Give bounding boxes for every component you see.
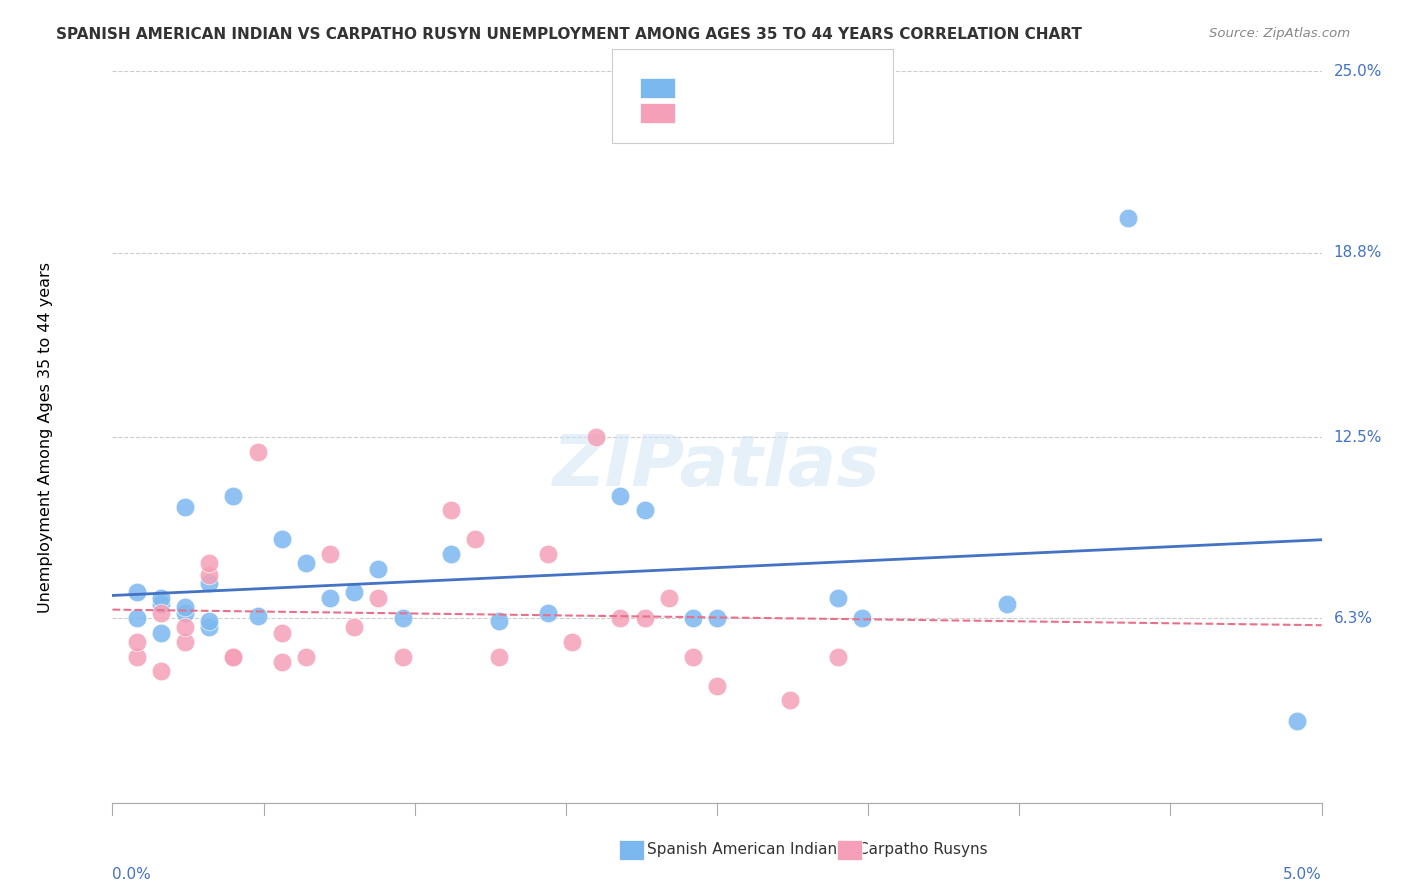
Point (537, 606, 560, 620)
Point (174, 599, 197, 614)
Point (537, 547, 560, 561)
Point (149, 597, 172, 611)
Point (440, 503, 463, 517)
Point (198, 615, 221, 629)
Point (149, 664, 172, 678)
Point (270, 626, 292, 640)
Text: 5.0%: 5.0% (1282, 867, 1322, 882)
Point (343, 585, 366, 599)
Point (633, 611, 655, 625)
Point (319, 547, 342, 561)
Point (270, 656, 292, 670)
Point (609, 489, 631, 503)
Point (851, 611, 873, 625)
Point (585, 430, 607, 444)
Point (488, 649, 510, 664)
Point (125, 585, 148, 599)
Point (488, 615, 510, 629)
Point (1116, 211, 1139, 225)
Point (633, 503, 655, 517)
Point (149, 626, 172, 640)
Point (706, 679, 728, 693)
Text: 25.0%: 25.0% (1334, 64, 1382, 78)
Text: Source: ZipAtlas.com: Source: ZipAtlas.com (1209, 27, 1350, 40)
Point (198, 556, 221, 570)
Point (319, 591, 342, 605)
Point (174, 620, 197, 634)
Point (149, 591, 172, 605)
Point (827, 591, 849, 605)
Point (246, 608, 269, 623)
Point (295, 649, 318, 664)
Point (779, 693, 801, 707)
Point (706, 611, 728, 625)
Text: R = -0.041   N = 31: R = -0.041 N = 31 (685, 81, 835, 95)
Point (367, 562, 389, 576)
Point (270, 533, 292, 547)
Text: Carpatho Rusyns: Carpatho Rusyns (858, 842, 987, 856)
Point (561, 635, 583, 649)
Text: 0.479: 0.479 (718, 106, 762, 120)
Point (464, 533, 486, 547)
Point (125, 635, 148, 649)
Point (222, 649, 245, 664)
Point (658, 591, 681, 605)
Point (246, 444, 269, 458)
Point (609, 611, 631, 625)
Point (391, 649, 413, 664)
Point (682, 649, 704, 664)
Text: 18.8%: 18.8% (1334, 245, 1382, 260)
Point (367, 591, 389, 605)
Point (391, 611, 413, 625)
Text: Unemployment Among Ages 35 to 44 years: Unemployment Among Ages 35 to 44 years (38, 261, 53, 613)
Point (295, 556, 318, 570)
Point (174, 606, 197, 620)
Text: 6.3%: 6.3% (1334, 611, 1372, 626)
Text: Spanish American Indians: Spanish American Indians (647, 842, 845, 856)
Text: 0.0%: 0.0% (112, 867, 152, 882)
Point (198, 576, 221, 591)
Point (1286, 714, 1309, 728)
Point (222, 649, 245, 664)
Point (198, 620, 221, 634)
Point (440, 547, 463, 561)
Point (125, 611, 148, 625)
Point (995, 597, 1018, 611)
Point (174, 500, 197, 515)
Text: ZIPatlas: ZIPatlas (554, 432, 880, 500)
Text: SPANISH AMERICAN INDIAN VS CARPATHO RUSYN UNEMPLOYMENT AMONG AGES 35 TO 44 YEARS: SPANISH AMERICAN INDIAN VS CARPATHO RUSY… (56, 27, 1083, 42)
Text: R =  0.479   N = 31: R = 0.479 N = 31 (685, 106, 834, 120)
Point (125, 649, 148, 664)
Text: 12.5%: 12.5% (1334, 430, 1382, 444)
Point (149, 606, 172, 620)
Point (198, 567, 221, 582)
Point (682, 611, 704, 625)
Point (827, 649, 849, 664)
Text: -0.041: -0.041 (718, 81, 768, 95)
Point (174, 635, 197, 649)
Point (222, 489, 245, 503)
Point (343, 620, 366, 634)
